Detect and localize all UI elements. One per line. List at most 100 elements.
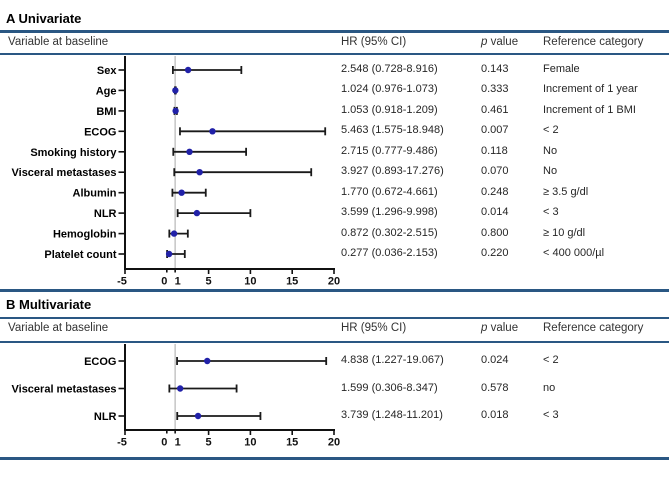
x-tick-label: 10 bbox=[244, 437, 256, 449]
row-label: Hemoglobin bbox=[53, 229, 117, 241]
x-tick-label: 15 bbox=[286, 276, 298, 288]
p-value: 0.118 bbox=[481, 144, 508, 157]
p-value: 0.143 bbox=[481, 63, 509, 75]
reference-value: Female bbox=[543, 63, 580, 75]
reference-value: Increment of 1 BMI bbox=[543, 103, 636, 116]
forest-row: ECOG bbox=[84, 126, 327, 138]
row-label: Smoking history bbox=[30, 147, 117, 159]
p-value: 0.333 bbox=[481, 83, 509, 96]
column-header-variable: Variable at baseline bbox=[8, 322, 109, 334]
p-value: 0.007 bbox=[481, 124, 509, 137]
row-label: Sex bbox=[97, 65, 117, 77]
hr-value: 0.872 (0.302-2.515) bbox=[341, 226, 438, 239]
column-header-pvalue: p value bbox=[481, 322, 518, 334]
x-tick-label: -5 bbox=[117, 276, 127, 288]
column-header-variable: Variable at baseline bbox=[8, 36, 109, 48]
p-italic: p bbox=[481, 36, 488, 48]
forest-row: ECOG bbox=[84, 356, 328, 368]
row-label: Platelet count bbox=[44, 249, 116, 261]
forest-row: BMI bbox=[96, 106, 179, 118]
row-label: Albumin bbox=[73, 188, 117, 200]
column-header-reference: Reference category bbox=[543, 36, 644, 48]
hr-point bbox=[172, 107, 179, 115]
hr-value: 0.277 (0.036-2.153) bbox=[341, 247, 438, 259]
hr-value: 3.927 (0.893-17.276) bbox=[341, 165, 444, 178]
hr-value: 5.463 (1.575-18.948) bbox=[341, 124, 444, 137]
hr-point bbox=[165, 250, 173, 258]
row-label: Visceral metastases bbox=[12, 167, 117, 179]
x-tick-label: 1 bbox=[175, 276, 181, 288]
hr-point bbox=[172, 87, 179, 94]
horizontal-rule bbox=[0, 30, 669, 33]
reference-value: < 400 000/µl bbox=[543, 247, 605, 259]
p-value: 0.800 bbox=[481, 226, 509, 239]
forest-row: Hemoglobin bbox=[53, 229, 189, 241]
hr-point bbox=[194, 412, 202, 420]
hr-point bbox=[196, 169, 203, 176]
hr-value: 1.599 (0.306-8.347) bbox=[341, 381, 438, 394]
row-label: ECOG bbox=[84, 126, 116, 138]
p-value: 0.248 bbox=[481, 185, 509, 198]
p-value: 0.461 bbox=[481, 103, 509, 116]
hr-point bbox=[178, 189, 185, 196]
reference-value: < 2 bbox=[543, 124, 559, 137]
forest-row: NLR bbox=[94, 208, 252, 220]
x-tick-label: 0 bbox=[161, 276, 167, 288]
row-label: ECOG bbox=[84, 356, 116, 368]
hr-point bbox=[193, 209, 201, 217]
reference-value: < 2 bbox=[543, 354, 559, 366]
hr-value: 3.599 (1.296-9.998) bbox=[341, 206, 438, 219]
forest-row: Visceral metastases bbox=[12, 167, 313, 179]
column-header-hr: HR (95% CI) bbox=[341, 322, 407, 334]
forest-row: NLR bbox=[94, 411, 262, 423]
reference-value: No bbox=[543, 144, 558, 157]
row-label: Age bbox=[96, 85, 117, 97]
forest-row: Visceral metastases bbox=[12, 384, 238, 396]
p-value: 0.024 bbox=[481, 354, 509, 366]
reference-value: ≥ 3.5 g/dl bbox=[543, 185, 589, 198]
hr-value: 2.715 (0.777-9.486) bbox=[341, 144, 438, 157]
hr-point bbox=[186, 148, 193, 155]
p-value: 0.070 bbox=[481, 165, 509, 178]
reference-value: No bbox=[543, 165, 558, 178]
forest-row: Smoking history bbox=[30, 147, 248, 159]
horizontal-rule bbox=[0, 457, 669, 460]
reference-value: < 3 bbox=[543, 206, 559, 219]
p-value: 0.018 bbox=[481, 409, 509, 421]
forest-row: Albumin bbox=[73, 188, 207, 200]
hr-value: 1.024 (0.976-1.073) bbox=[341, 83, 438, 96]
hr-point bbox=[170, 230, 178, 237]
column-header-hr: HR (95% CI) bbox=[341, 36, 407, 48]
forest-row: Sex bbox=[97, 65, 243, 77]
hr-point bbox=[184, 66, 192, 74]
x-tick-label: -5 bbox=[117, 437, 127, 449]
x-tick-label: 5 bbox=[206, 276, 212, 288]
forest-row: Platelet count bbox=[44, 249, 186, 261]
p-italic: p bbox=[481, 322, 488, 334]
hr-value: 3.739 (1.248-11.201) bbox=[341, 409, 443, 421]
reference-value: < 3 bbox=[543, 409, 559, 421]
hr-value: 2.548 (0.728-8.916) bbox=[341, 63, 438, 75]
column-header-pvalue: p value bbox=[481, 36, 518, 48]
panel-a-title: A Univariate bbox=[6, 11, 82, 26]
x-tick-label: 0 bbox=[161, 437, 167, 449]
x-tick-label: 20 bbox=[328, 276, 340, 288]
p-value: 0.578 bbox=[481, 381, 509, 394]
panel-b-title: B Multivariate bbox=[6, 297, 92, 312]
forest-row: Age bbox=[96, 85, 179, 97]
column-header-reference: Reference category bbox=[543, 322, 644, 334]
x-tick-label: 10 bbox=[244, 276, 256, 288]
row-label: BMI bbox=[96, 106, 116, 118]
hr-value: 4.838 (1.227-19.067) bbox=[341, 354, 444, 366]
reference-value: Increment of 1 year bbox=[543, 83, 638, 96]
row-label: NLR bbox=[94, 411, 117, 423]
row-label: NLR bbox=[94, 208, 117, 220]
x-tick-label: 15 bbox=[286, 437, 298, 449]
horizontal-rule bbox=[0, 52, 669, 55]
x-tick-label: 1 bbox=[175, 437, 181, 449]
